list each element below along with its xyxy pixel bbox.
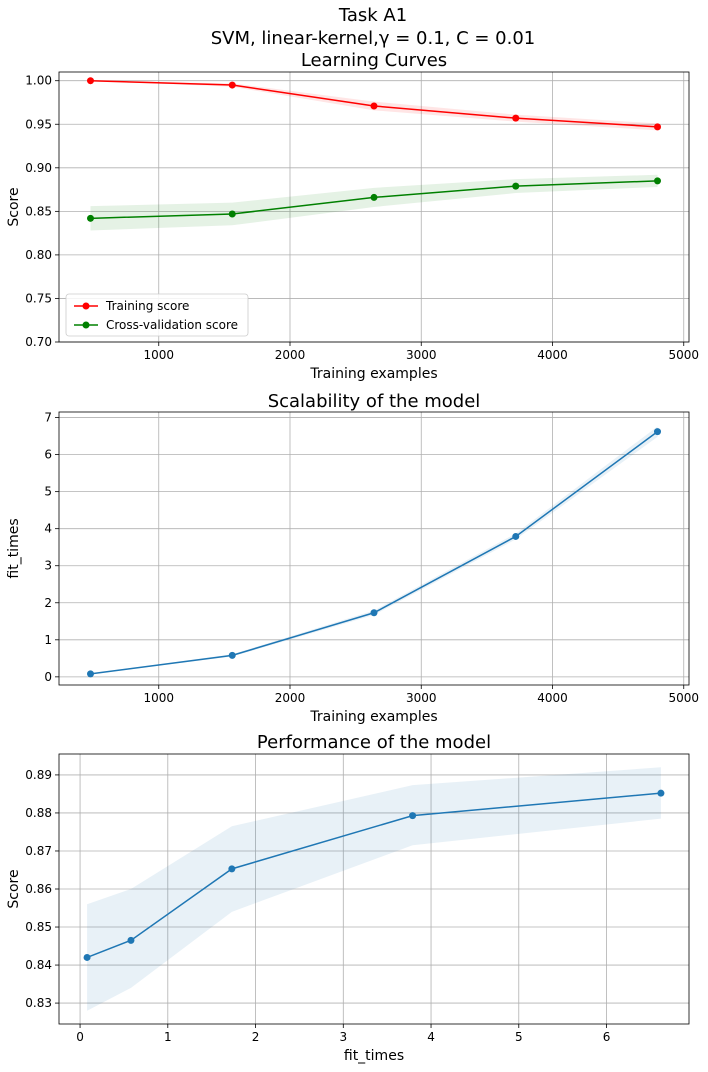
legend-box [65,293,249,337]
x-tick-label: 3 [339,1030,347,1044]
plot-frame [58,411,690,686]
series-1 [83,767,665,1011]
x-axis-label: fit_times [344,1048,404,1064]
figure-title-line-1: Task A1 [338,5,407,26]
y-tick-label: 0.90 [25,161,52,175]
figure-title-line-2: SVM, linear-kernel,γ = 0.1, C = 0.01 [211,28,536,49]
y-tick-label: 2 [44,596,52,610]
x-axis-label: Training examples [309,709,437,725]
x-tick-label: 4 [427,1030,435,1044]
y-tick-label: 0.84 [25,958,52,972]
y-tick-label: 0.85 [25,204,52,218]
x-tick-label: 2000 [275,348,306,362]
y-tick-label: 1 [44,633,52,647]
y-tick-label: 0.88 [25,806,52,820]
data-point [512,114,520,122]
data-point [228,651,236,659]
legend-entry-label: Training score [105,299,189,313]
confidence-band [90,174,658,231]
data-point [654,428,661,436]
data-point [654,177,661,185]
chart-1: 1000 2000 3000 4000 5000 0.70 0.75 0.80 0.85 0.90… [6,50,699,382]
data-point [228,210,236,218]
x-axis-label: Training examples [309,366,437,382]
y-axis-label: Score [6,869,22,908]
chart-3: 0 1 2 3 4 5 6 0.83 0.84 0.85 0.86 0.87 0.88 0.89 fit_t… [6,732,690,1064]
y-tick-label: 0.83 [25,996,52,1010]
data-point [512,532,520,540]
x-tick-label: 1000 [143,348,174,362]
x-tick-label: 1000 [143,691,174,705]
series-line [90,431,658,675]
x-tick-label: 5000 [668,691,699,705]
data-point [228,865,236,873]
y-tick-label: 1.00 [25,74,52,88]
chart-title: Performance of the model [257,732,491,753]
y-tick-label: 0.87 [25,844,52,858]
data-point [654,123,661,131]
data-point [87,214,94,222]
y-tick-label: 4 [44,522,52,536]
x-tick-label: 0 [76,1030,84,1044]
x-tick-label: 5 [515,1030,523,1044]
x-tick-label: 2 [252,1030,260,1044]
y-axis-label: fit_times [6,518,22,578]
data-point [87,77,94,85]
x-tick-label: 3000 [406,348,437,362]
data-point [83,953,91,961]
x-tick-label: 6 [603,1030,611,1044]
y-axis-label: Score [6,187,22,226]
y-tick-label: 0.80 [25,248,52,262]
data-point [409,812,417,820]
x-tick-label: 1 [164,1030,172,1044]
y-tick-label: 7 [44,411,52,425]
data-point [87,670,94,678]
chart-title: Scalability of the model [268,391,481,412]
data-point [370,193,378,201]
plot-frame [58,71,690,343]
y-tick-label: 0.85 [25,920,52,934]
confidence-band [87,767,661,1011]
chart-2: 1000 2000 3000 4000 5000 0 1 2 3 4 5 6 7 Training exa… [6,391,699,725]
y-tick-label: 0 [44,670,52,684]
y-tick-label: 0.89 [25,768,52,782]
y-tick-label: 0.86 [25,882,52,896]
y-tick-label: 5 [44,485,52,499]
legend-swatch-marker [82,302,90,310]
x-tick-label: 2000 [275,691,306,705]
data-point [127,936,135,944]
series-2 [87,174,661,231]
y-tick-label: 3 [44,559,52,573]
series-1 [87,426,661,678]
x-tick-label: 3000 [406,691,437,705]
chart-title: Learning Curves [301,50,447,71]
legend-entry-label: Cross-validation score [106,318,238,332]
data-point [512,182,520,190]
data-point [228,81,236,89]
y-tick-label: 6 [44,448,52,462]
y-tick-label: 0.70 [25,335,52,349]
data-point [370,102,378,110]
data-point [370,609,378,617]
y-tick-label: 0.95 [25,117,52,131]
x-tick-label: 4000 [537,691,568,705]
legend: Training score Cross-validation score [65,293,249,337]
confidence-band [90,426,658,675]
data-point [657,789,665,797]
y-tick-label: 0.75 [25,291,52,305]
x-tick-label: 4000 [537,348,568,362]
series-1 [87,77,661,131]
legend-swatch-marker [82,321,90,329]
x-tick-label: 5000 [668,348,699,362]
